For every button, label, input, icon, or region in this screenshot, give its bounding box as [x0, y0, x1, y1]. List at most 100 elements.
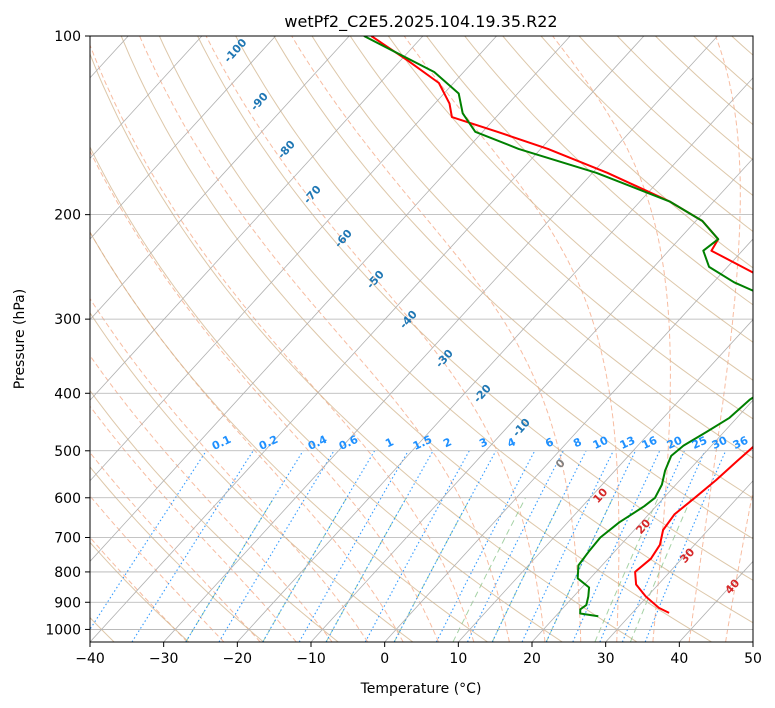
- moist-adiabat-line: [291, 36, 582, 642]
- y-tick-label: 800: [54, 565, 81, 581]
- y-tick-label: 400: [54, 386, 81, 402]
- mixing-ratio-dotted-line: [131, 450, 254, 642]
- dry-adiabat-line: [464, 36, 753, 306]
- isotherm-line: [310, 157, 753, 642]
- dry-adiabat-line: [90, 145, 563, 642]
- dry-adiabat-line: [540, 36, 753, 233]
- isotherm-line: [237, 77, 753, 642]
- dry-adiabat-line: [349, 36, 753, 420]
- mixing-ratio-label: 36: [731, 434, 751, 452]
- dry-adiabat-line: [235, 36, 753, 540]
- y-tick-label: 900: [54, 595, 81, 611]
- mixing-ratio-label: 10: [591, 434, 611, 452]
- dewpoint-profile-line: [363, 36, 753, 618]
- mixing-ratio-line: [594, 497, 659, 642]
- mixing-ratio-label: 20: [665, 434, 685, 452]
- mixing-ratio-dotted-line: [621, 450, 706, 642]
- plot-frame: [89, 35, 754, 643]
- isotherm-line: [90, 36, 424, 401]
- x-tick-label: −10: [296, 651, 326, 667]
- x-tick-label: 30: [597, 651, 615, 667]
- mixing-ratio-dotted-line: [393, 450, 497, 642]
- moist-adiabat-line: [90, 536, 188, 642]
- dry-adiabat-line: [387, 36, 753, 381]
- moist-adiabat-line: [90, 43, 475, 642]
- dry-adiabat-line: [90, 466, 264, 642]
- moist-adiabat-line: [403, 36, 620, 642]
- mixing-ratio-dotted-line: [545, 450, 636, 642]
- moist-adiabat-line: [90, 405, 297, 642]
- chart-title: wetPf2_C2E5.2025.104.19.35.R22: [284, 12, 557, 32]
- y-tick-label: 200: [54, 208, 81, 224]
- isotherm-line: [90, 36, 350, 321]
- mixing-ratio-dotted-line: [185, 450, 304, 642]
- x-tick-label: 0: [380, 651, 389, 667]
- mixing-ratio-label: 13: [618, 434, 637, 452]
- moist-adiabat-line: [205, 36, 546, 642]
- mixing-ratio-dotted-line: [325, 450, 434, 642]
- mixing-ratio-label: 30: [710, 434, 730, 452]
- x-tick-label: 20: [523, 651, 541, 667]
- dry-adiabat-line: [90, 231, 488, 642]
- moist-adiabat-line: [725, 488, 753, 642]
- dry-adiabat-line: [578, 36, 753, 197]
- y-tick-label: 300: [54, 312, 81, 328]
- mixing-ratio-line: [491, 497, 563, 642]
- isotherm-line: [90, 36, 497, 482]
- mixing-ratio-dotted-line: [599, 450, 685, 642]
- mixing-ratio-label: 25: [690, 434, 709, 452]
- x-tick-label: 50: [744, 651, 762, 667]
- mixing-ratio-label: 16: [640, 434, 660, 452]
- isotherm-line: [531, 399, 753, 642]
- moist-adiabat-line: [90, 149, 439, 642]
- dry-adiabat-line: [90, 312, 414, 642]
- moist-adiabat-line: [90, 297, 369, 642]
- isotherm-line: [458, 319, 753, 642]
- x-axis-label: Temperature (°C): [360, 681, 482, 697]
- dry-adiabat-line: [90, 389, 339, 642]
- isotherm-line: [90, 36, 276, 240]
- mixing-ratio-line: [325, 497, 407, 642]
- mixing-ratio-line: [262, 497, 348, 642]
- x-tick-label: −20: [223, 651, 253, 667]
- mixing-ratio-dotted-line: [218, 450, 335, 642]
- mixing-ratio-dotted-line: [262, 450, 376, 642]
- dry-adiabat-line: [158, 36, 753, 624]
- dry-adiabat-line: [90, 52, 638, 642]
- moist-adiabat-line: [139, 36, 510, 642]
- x-tick-label: −30: [149, 651, 179, 667]
- mixing-ratio-line: [452, 497, 526, 642]
- dry-adiabat-line: [197, 36, 753, 581]
- isotherm-line: [163, 36, 718, 642]
- isotherm-line: [90, 36, 645, 642]
- mixing-ratio-dotted-line: [298, 450, 409, 642]
- dry-adiabat-line: [502, 36, 753, 269]
- isotherm-line: [605, 480, 753, 642]
- y-tick-label: 100: [54, 29, 81, 45]
- isotherm-line: [90, 36, 203, 160]
- y-tick-label: 700: [54, 531, 81, 547]
- dry-adiabat-line: [273, 36, 753, 499]
- dry-adiabat-line: [616, 36, 753, 161]
- y-tick-label: 1000: [45, 622, 81, 638]
- moist-adiabat-line: [90, 451, 261, 642]
- x-tick-label: 10: [449, 651, 467, 667]
- y-tick-label: 600: [54, 491, 81, 507]
- isotherm-line: [90, 36, 571, 562]
- isotherm-line: [384, 238, 753, 642]
- mixing-ratio-line: [629, 497, 692, 642]
- mixing-ratio-dotted-line: [364, 450, 470, 642]
- x-tick-label: −40: [75, 651, 105, 667]
- y-tick-label: 500: [54, 444, 81, 460]
- mixing-ratio-dotted-line: [521, 450, 614, 642]
- dry-adiabat-line: [120, 36, 712, 642]
- y-axis-label: Pressure (hPa): [12, 289, 28, 389]
- mixing-ratio-dotted-line: [491, 450, 587, 642]
- moist-adiabat-line: [688, 36, 741, 642]
- x-tick-label: 40: [670, 651, 688, 667]
- moist-adiabat-line: [90, 495, 225, 642]
- temperature-profile-line: [370, 36, 753, 614]
- moist-adiabat-line: [552, 36, 671, 642]
